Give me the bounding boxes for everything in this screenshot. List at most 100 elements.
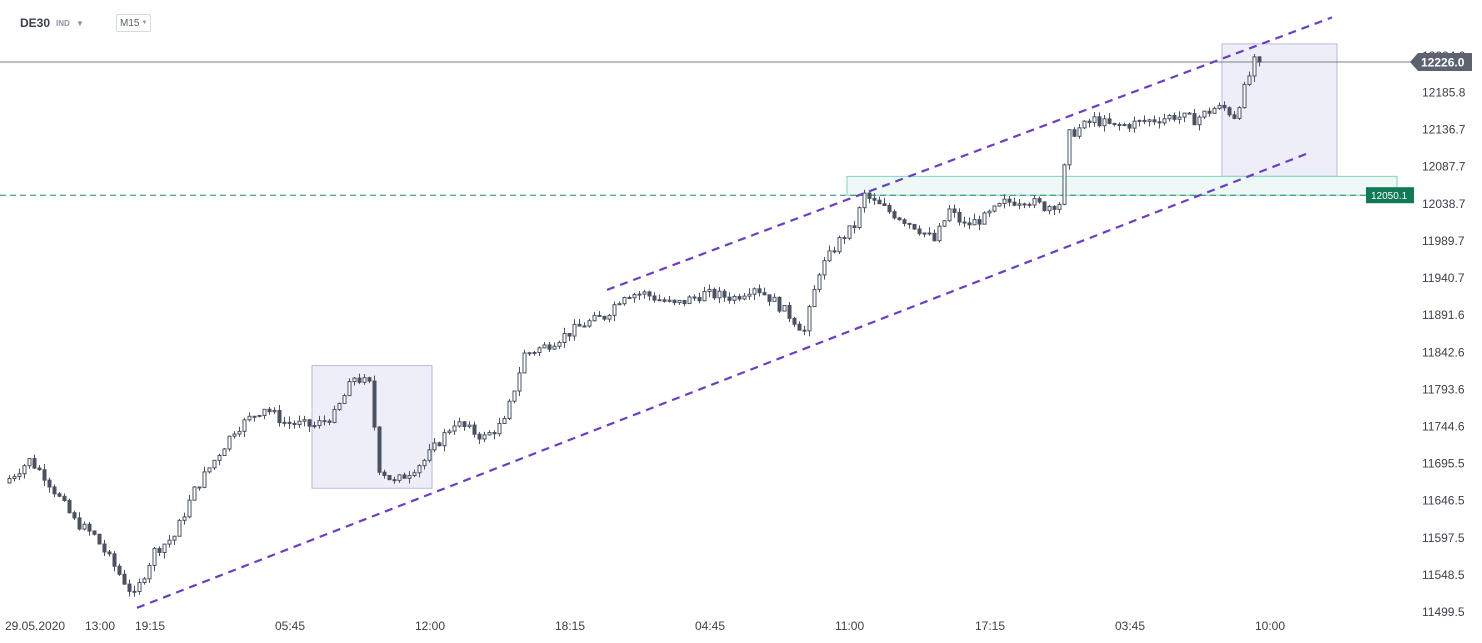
candle — [312, 421, 317, 429]
candle-body — [552, 345, 557, 350]
candle-body — [662, 299, 667, 302]
candle-body — [1077, 127, 1082, 137]
candle-body — [497, 422, 502, 435]
candle — [917, 225, 922, 236]
candle — [1062, 163, 1067, 206]
x-tick-label: 19:15 — [135, 619, 165, 633]
candle-body — [127, 583, 132, 592]
candle — [647, 290, 652, 301]
candle-body — [807, 306, 812, 332]
candle — [137, 578, 142, 595]
candle — [1132, 116, 1137, 133]
candle — [862, 189, 867, 213]
candle — [502, 415, 507, 424]
candle-body — [517, 372, 522, 392]
candle-body — [1062, 164, 1067, 205]
candle — [902, 218, 907, 227]
candle-body — [442, 432, 447, 447]
timeframe-selector[interactable]: M15 ▼ — [116, 14, 152, 32]
candle — [1142, 115, 1147, 124]
candle — [297, 415, 302, 428]
caret-down-icon[interactable]: ▼ — [76, 18, 84, 28]
x-tick-label: 10:00 — [1255, 619, 1285, 633]
candle-body — [302, 419, 307, 422]
candle-body — [402, 474, 407, 479]
y-tick-label: 11989.7 — [1422, 234, 1465, 248]
candle-body — [937, 225, 942, 242]
candle — [1227, 106, 1232, 118]
candle — [217, 453, 222, 466]
candle — [807, 304, 812, 337]
candle — [432, 438, 437, 453]
candle-body — [917, 228, 922, 235]
candle — [347, 378, 352, 397]
candle — [557, 340, 562, 349]
candle — [387, 474, 392, 481]
candle — [187, 494, 192, 519]
candle-body — [1017, 203, 1022, 206]
candle-body — [867, 192, 872, 199]
candle — [87, 521, 92, 536]
candle — [317, 415, 322, 429]
y-tick-label: 11646.5 — [1422, 494, 1465, 508]
candle — [1212, 106, 1217, 114]
candle-body — [182, 516, 187, 521]
candle-body — [47, 479, 52, 488]
candle-body — [1247, 75, 1252, 85]
candle-body — [372, 380, 377, 428]
candle-body — [847, 225, 852, 239]
candle — [547, 342, 552, 352]
candle — [592, 311, 597, 322]
candle — [632, 292, 637, 303]
candle-body — [1207, 110, 1212, 114]
candle — [127, 579, 132, 597]
candle — [52, 484, 57, 498]
candle-body — [277, 410, 282, 424]
candle — [377, 426, 382, 476]
symbol-label[interactable]: DE30 — [20, 16, 51, 30]
candle — [267, 407, 272, 415]
candle-body — [1252, 56, 1257, 77]
candle — [517, 366, 522, 396]
candle — [787, 302, 792, 323]
candle — [487, 430, 492, 436]
candle-body — [337, 402, 342, 411]
candle — [927, 227, 932, 236]
candle-body — [122, 573, 127, 585]
candle-body — [1257, 56, 1262, 63]
candle-body — [417, 465, 422, 474]
candle-body — [1147, 119, 1152, 122]
candle-body — [57, 493, 62, 497]
candle — [957, 208, 962, 226]
candle — [117, 563, 122, 576]
candle — [1047, 204, 1052, 215]
candle — [682, 299, 687, 307]
candle — [612, 301, 617, 322]
candle-body — [32, 458, 37, 469]
candle-body — [322, 420, 327, 423]
candle — [742, 292, 747, 301]
candle-body — [1152, 119, 1157, 123]
candle-body — [492, 432, 497, 435]
candle — [157, 546, 162, 557]
candle — [582, 322, 587, 328]
candle — [307, 419, 312, 433]
candle-body — [377, 426, 382, 473]
candle-body — [1242, 83, 1247, 109]
candle-body — [1037, 198, 1042, 203]
candle — [292, 420, 297, 429]
candle — [1252, 53, 1257, 82]
candle — [447, 428, 452, 435]
candle-body — [27, 458, 32, 467]
candle — [1002, 194, 1007, 209]
candle-body — [1137, 119, 1142, 122]
candle-body — [147, 564, 152, 580]
candle-body — [642, 291, 647, 295]
candle — [992, 205, 997, 213]
candle-body — [1107, 118, 1112, 124]
candle-body — [1237, 107, 1242, 119]
candle — [872, 193, 877, 205]
candle-body — [1212, 107, 1217, 114]
candle — [7, 475, 12, 484]
